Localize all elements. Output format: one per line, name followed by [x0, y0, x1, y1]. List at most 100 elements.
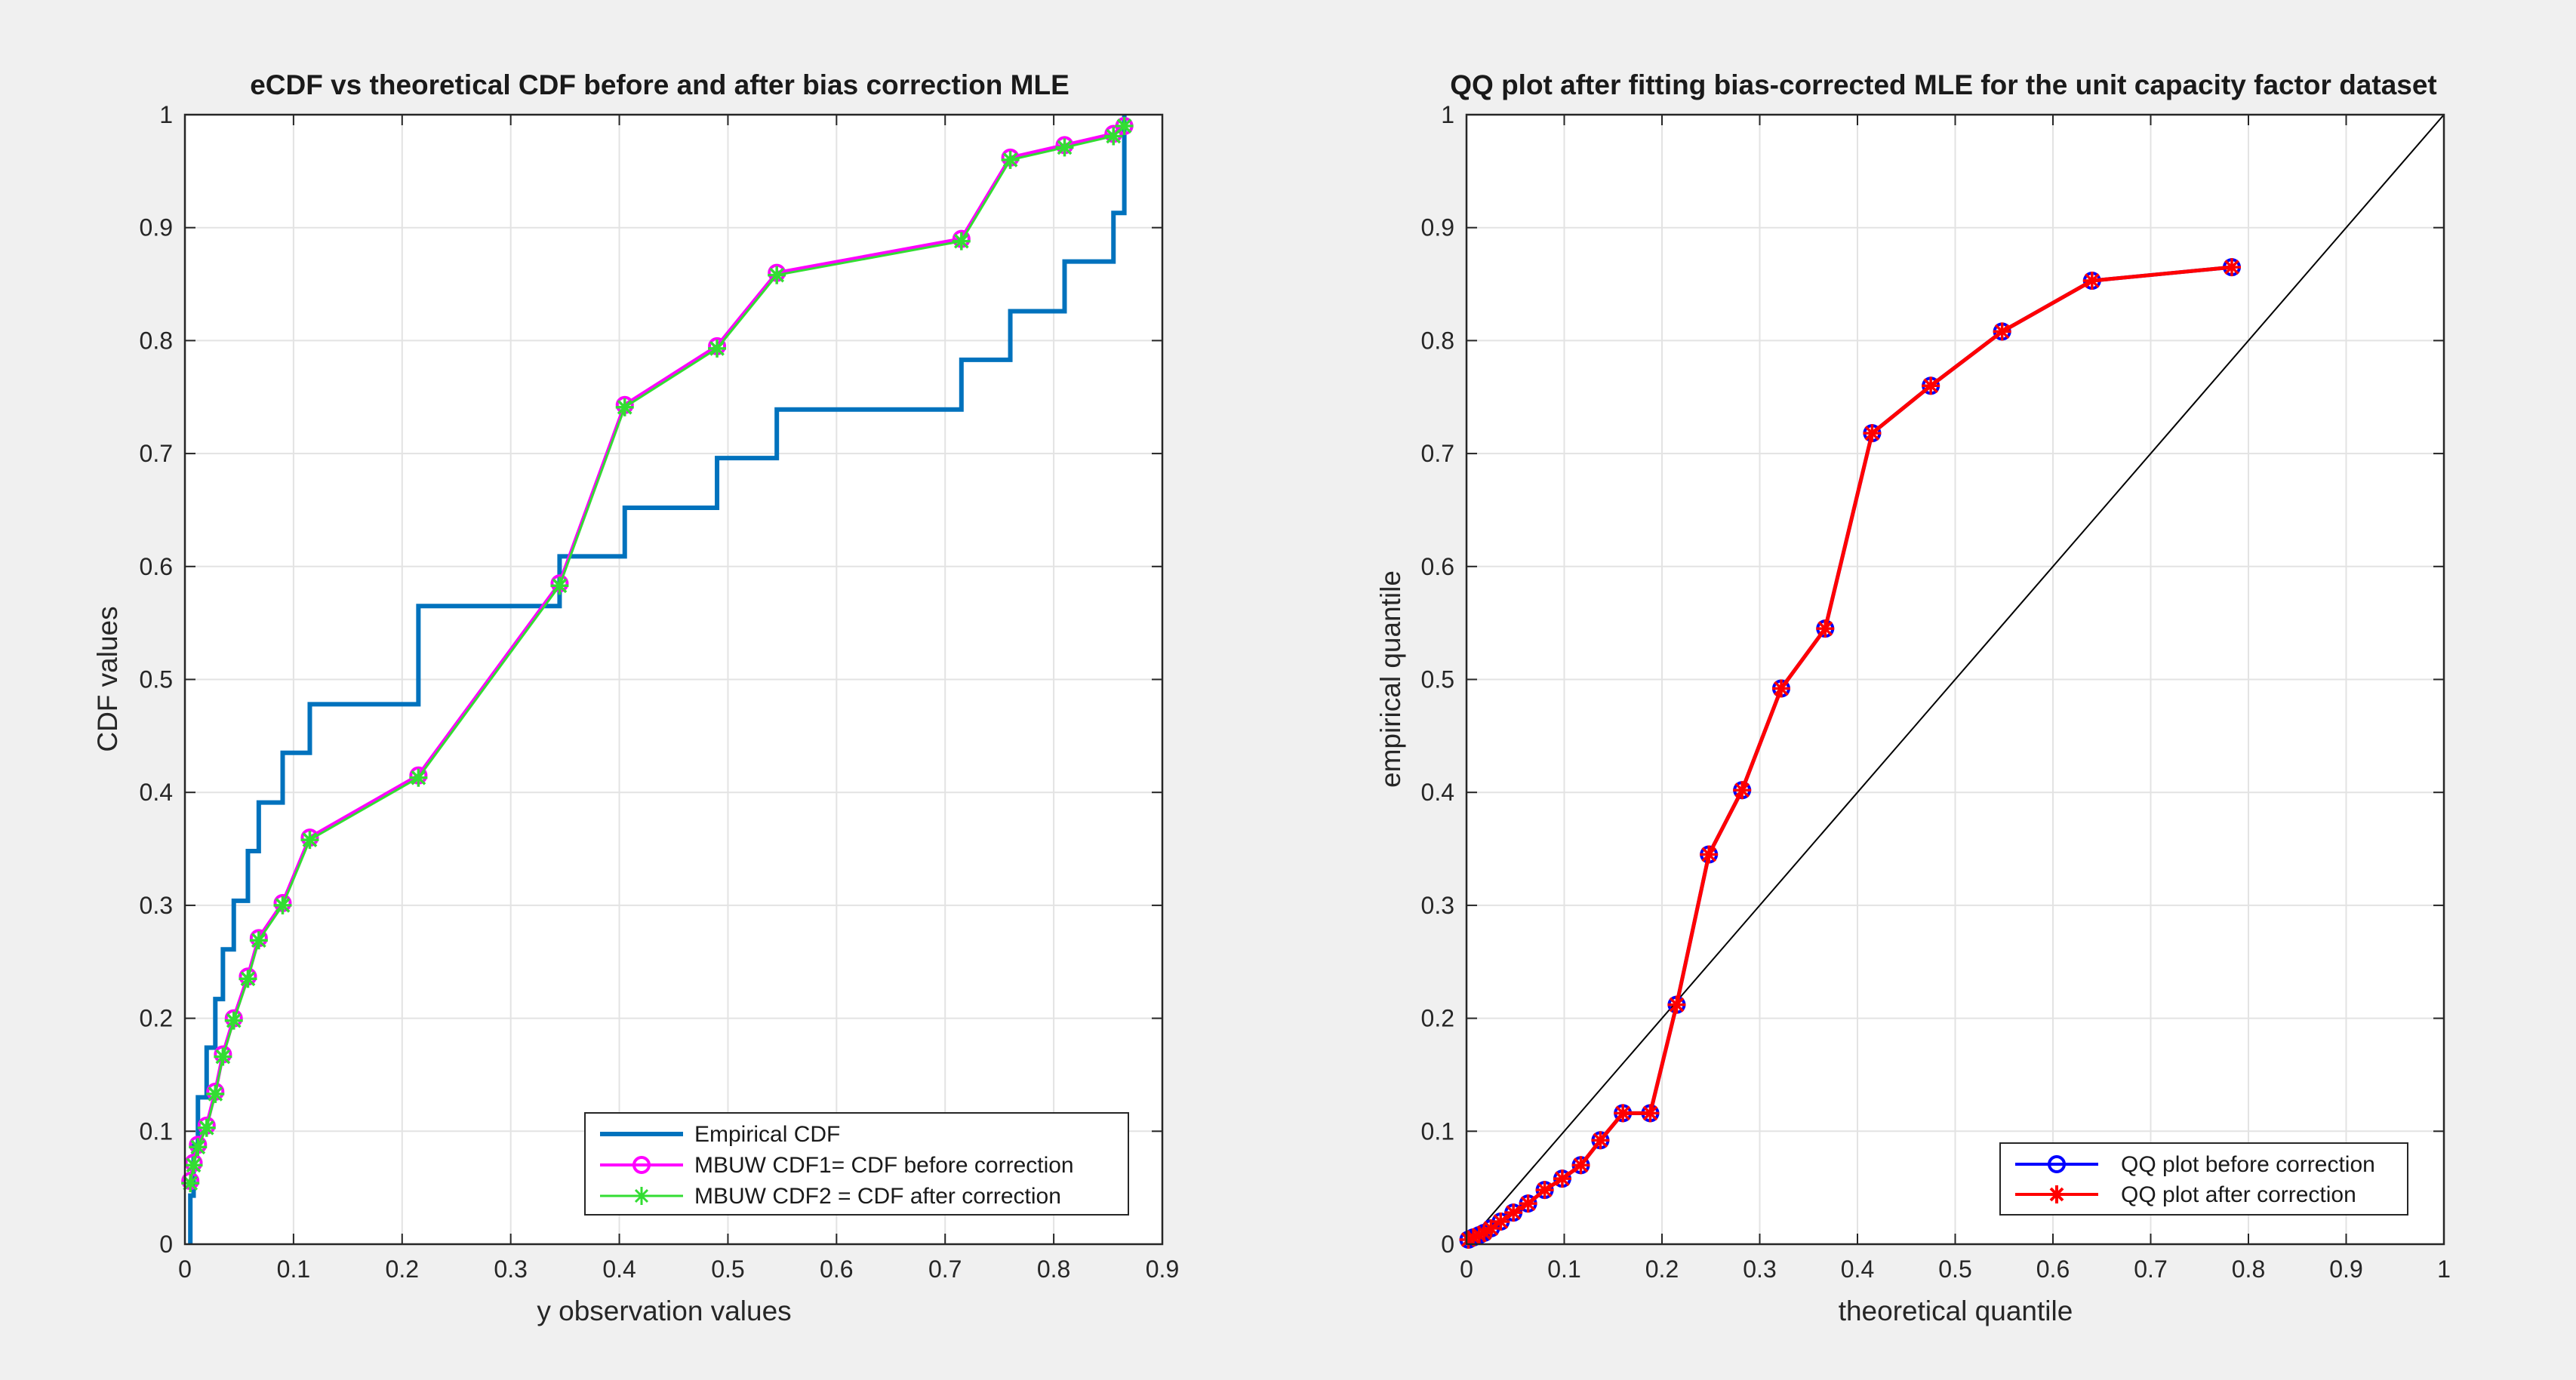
data-point-mbuw-cdf2-cdf-after-correction	[239, 970, 257, 988]
data-point-mbuw-cdf2-cdf-after-correction	[300, 831, 319, 850]
legend-box	[1999, 1142, 2408, 1216]
cdf-chart-y-axis-label: CDF values	[92, 606, 123, 751]
y-tick-label: 0.6	[1421, 553, 1454, 580]
data-point-qq-plot-after-correction	[1771, 679, 1790, 698]
data-point-qq-plot-after-correction	[1614, 1104, 1633, 1123]
x-tick-label: 0.2	[386, 1256, 419, 1283]
data-point-qq-plot-after-correction	[1816, 619, 1835, 638]
data-point-qq-plot-after-correction	[1504, 1203, 1523, 1222]
x-tick-label: 1	[2437, 1256, 2451, 1283]
y-tick-label: 0.2	[140, 1005, 173, 1032]
data-point-qq-plot-after-correction	[1733, 781, 1752, 800]
x-tick-label: 0.5	[711, 1256, 744, 1283]
qq-chart-reference-line	[1466, 114, 2445, 1245]
y-tick-label: 0.5	[140, 666, 173, 693]
qq-chart-series	[1459, 258, 2241, 1249]
legend-label-cdf-after: MBUW CDF2 = CDF after correction	[694, 1184, 1061, 1209]
x-tick-label: 0.4	[1841, 1256, 1874, 1283]
data-point-mbuw-cdf2-cdf-after-correction	[550, 576, 569, 595]
x-tick-label: 0.2	[1645, 1256, 1679, 1283]
data-point-mbuw-cdf2-cdf-after-correction	[1104, 127, 1123, 146]
y-tick-label: 0.8	[1421, 327, 1454, 354]
data-point-qq-plot-after-correction	[1863, 424, 1882, 443]
x-tick-label: 0.3	[1743, 1256, 1776, 1283]
data-point-qq-plot-after-correction	[1470, 1226, 1488, 1245]
y-tick-label: 1	[159, 101, 173, 128]
legend-marker-qq-after	[2048, 1185, 2066, 1203]
x-tick-label: 0.8	[1037, 1256, 1070, 1283]
x-tick-label: 0.7	[928, 1256, 962, 1283]
x-tick-label: 0.6	[2036, 1256, 2070, 1283]
qq-chart: QQ plot after fitting bias-corrected MLE…	[1375, 69, 2451, 1326]
x-tick-label: 0.9	[1146, 1256, 1179, 1283]
qq-chart-ticks: 0 0.1 0.2 0.3 0.4 0.5 0.6 0.7 0.8 0.9 1 0 0.1 0.2 0.3 0…	[1421, 101, 2451, 1283]
qq-chart-x-axis-label: theoretical quantile	[1839, 1295, 2073, 1326]
data-point-mbuw-cdf2-cdf-after-correction	[615, 398, 634, 416]
y-tick-label: 0.4	[1421, 779, 1454, 806]
x-tick-label: 0.1	[1547, 1256, 1580, 1283]
x-tick-label: 0.9	[2329, 1256, 2362, 1283]
y-tick-label: 0.3	[140, 892, 173, 919]
data-point-mbuw-cdf2-cdf-after-correction	[181, 1174, 200, 1193]
data-point-qq-plot-after-correction	[1553, 1169, 1571, 1188]
legend-label-qq-before: QQ plot before correction	[2121, 1152, 2375, 1177]
y-tick-label: 0.4	[140, 779, 173, 806]
data-point-qq-plot-after-correction	[2222, 258, 2241, 277]
data-point-mbuw-cdf2-cdf-after-correction	[197, 1118, 216, 1137]
y-tick-label: 0.9	[140, 214, 173, 241]
data-point-qq-plot-after-correction	[1535, 1181, 1554, 1200]
x-tick-label: 0	[1460, 1256, 1473, 1283]
legend-marker-cdf-before	[632, 1156, 651, 1174]
series-line-empirical-cdf	[188, 115, 1127, 1244]
cdf-chart-ticks: 0 0.1 0.2 0.3 0.4 0.5 0.6 0.7 0.8 0.9 0 0.1 0.2 0.3 0.…	[140, 101, 1180, 1283]
qq-chart-title: QQ plot after fitting bias-corrected MLE…	[1450, 69, 2437, 100]
data-point-qq-plot-after-correction	[1700, 845, 1719, 864]
reference-diagonal-line	[1466, 114, 2445, 1245]
data-point-qq-plot-after-correction	[1459, 1231, 1478, 1249]
data-point-mbuw-cdf2-cdf-after-correction	[708, 339, 727, 358]
x-tick-label: 0.8	[2232, 1256, 2265, 1283]
legend-marker-qq-before	[2048, 1155, 2066, 1173]
data-point-qq-plot-after-correction	[1491, 1212, 1510, 1231]
x-tick-label: 0.7	[2134, 1256, 2167, 1283]
x-tick-label: 0.3	[494, 1256, 527, 1283]
x-tick-label: 0.4	[602, 1256, 636, 1283]
y-tick-label: 0.5	[1421, 666, 1454, 693]
cdf-chart-series	[181, 115, 1134, 1244]
x-tick-label: 0.1	[277, 1256, 310, 1283]
y-tick-label: 0.1	[140, 1117, 173, 1145]
y-tick-label: 0.6	[140, 553, 173, 580]
data-point-qq-plot-after-correction	[1475, 1224, 1494, 1243]
data-point-qq-plot-after-correction	[2082, 272, 2101, 290]
x-tick-label: 0	[178, 1256, 192, 1283]
data-point-mbuw-cdf2-cdf-after-correction	[224, 1011, 243, 1030]
data-point-mbuw-cdf2-cdf-after-correction	[952, 232, 971, 250]
legend-label-empirical-cdf: Empirical CDF	[694, 1122, 840, 1147]
data-point-qq-plot-after-correction	[1464, 1228, 1483, 1247]
data-point-mbuw-cdf2-cdf-after-correction	[249, 931, 268, 950]
legend-marker-cdf-after	[632, 1187, 651, 1205]
y-tick-label: 0.7	[1421, 440, 1454, 467]
x-tick-label: 0.5	[1938, 1256, 1971, 1283]
y-tick-label: 0.7	[140, 440, 173, 467]
y-tick-label: 1	[1441, 101, 1454, 128]
data-point-mbuw-cdf2-cdf-after-correction	[409, 768, 428, 787]
data-point-qq-plot-after-correction	[1667, 995, 1686, 1014]
cdf-chart-x-axis-label: y observation values	[537, 1295, 791, 1326]
data-point-mbuw-cdf2-cdf-after-correction	[1001, 150, 1020, 169]
y-tick-label: 0	[1441, 1231, 1454, 1258]
data-point-mbuw-cdf2-cdf-after-correction	[189, 1138, 208, 1157]
data-point-mbuw-cdf2-cdf-after-correction	[273, 896, 292, 914]
legend-label-cdf-before: MBUW CDF1= CDF before correction	[694, 1153, 1074, 1178]
cdf-chart-title: eCDF vs theoretical CDF before and after…	[250, 69, 1069, 100]
data-point-mbuw-cdf2-cdf-after-correction	[214, 1047, 232, 1066]
data-point-qq-plot-after-correction	[1922, 377, 1940, 395]
data-point-qq-plot-after-correction	[1482, 1219, 1500, 1238]
data-point-qq-plot-after-correction	[1641, 1104, 1660, 1123]
y-tick-label: 0.3	[1421, 892, 1454, 919]
qq-chart-y-axis-label: empirical quantile	[1375, 570, 1406, 788]
y-tick-label: 0.1	[1421, 1117, 1454, 1145]
y-tick-label: 0	[159, 1231, 173, 1258]
